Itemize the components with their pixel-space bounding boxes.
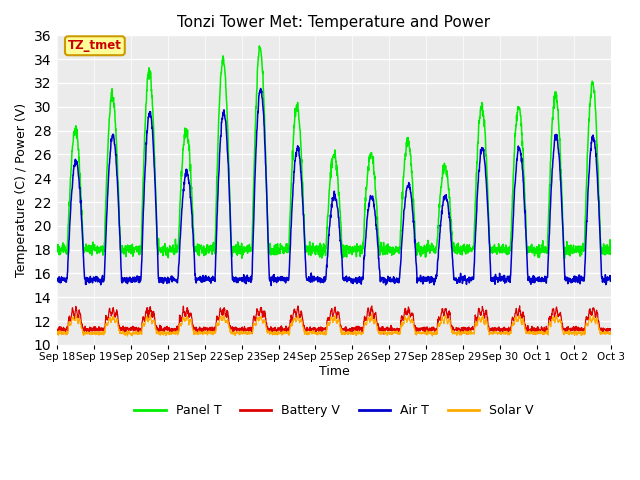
- Y-axis label: Temperature (C) / Power (V): Temperature (C) / Power (V): [15, 103, 28, 277]
- X-axis label: Time: Time: [319, 365, 349, 378]
- Legend: Panel T, Battery V, Air T, Solar V: Panel T, Battery V, Air T, Solar V: [129, 399, 538, 422]
- Text: TZ_tmet: TZ_tmet: [68, 39, 122, 52]
- Title: Tonzi Tower Met: Temperature and Power: Tonzi Tower Met: Temperature and Power: [177, 15, 490, 30]
